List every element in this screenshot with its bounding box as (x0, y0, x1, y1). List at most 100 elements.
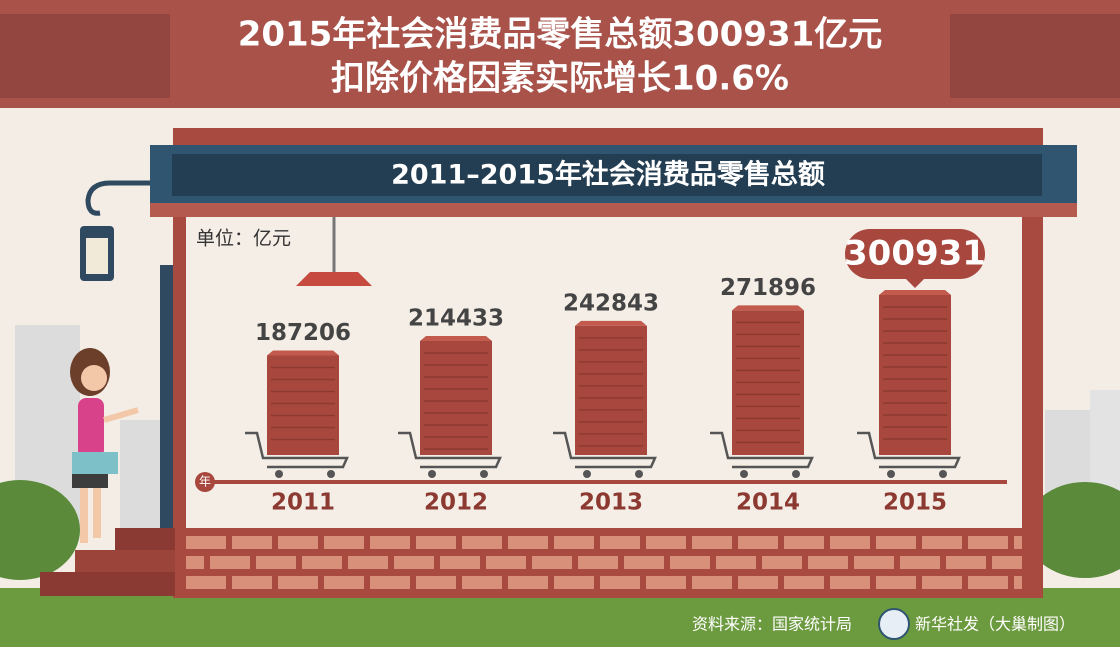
cart (553, 431, 657, 469)
title: 2015年社会消费品零售总额300931亿元 (238, 15, 883, 55)
brick (646, 536, 686, 549)
brick (324, 536, 364, 549)
brick (370, 576, 410, 589)
brick (716, 556, 756, 569)
bar (267, 355, 339, 455)
header-eave (150, 203, 1077, 217)
shopper-basket (72, 452, 118, 474)
cart-wheel (428, 470, 436, 478)
top-banner (0, 0, 1120, 108)
bush (0, 480, 80, 580)
bar (420, 340, 492, 455)
brick (830, 576, 870, 589)
cart (710, 431, 814, 469)
cart-wheel (740, 470, 748, 478)
brick (762, 556, 802, 569)
brick (830, 536, 870, 549)
brick (600, 536, 640, 549)
brick (186, 536, 226, 549)
value-label: 214433 (408, 305, 504, 331)
brick (646, 576, 686, 589)
cart (245, 431, 349, 469)
brick (256, 556, 296, 569)
cart-wheel (327, 470, 335, 478)
brick (784, 576, 824, 589)
value-label: 300931 (844, 234, 986, 274)
cart-wheel (887, 470, 895, 478)
brick (876, 536, 916, 549)
brick (232, 536, 272, 549)
credit: 新华社发（大巢制图） (915, 615, 1075, 634)
unit-label: 单位：亿元 (196, 228, 291, 250)
bar (575, 325, 647, 455)
brick (278, 576, 318, 589)
street-lamp-arm (85, 180, 150, 216)
x-tick-label: 2012 (424, 490, 488, 516)
banner-block (950, 14, 1120, 98)
x-axis-label: 年 (199, 475, 211, 489)
brick (508, 576, 548, 589)
source: 资料来源：国家统计局 (692, 615, 852, 634)
brick (210, 556, 250, 569)
bar-cap (575, 320, 647, 326)
x-tick-label: 2011 (271, 490, 335, 516)
brick (554, 536, 594, 549)
chart-header: 2011–2015年社会消费品零售总额 (391, 159, 825, 191)
cart-wheel (635, 470, 643, 478)
bar-cap (732, 305, 804, 311)
brick (186, 556, 204, 569)
brick (1014, 536, 1022, 549)
stair (40, 572, 175, 596)
brick (900, 556, 940, 569)
brick-band (186, 536, 1022, 589)
brick (692, 536, 732, 549)
brick (922, 536, 962, 549)
cart-wheel (939, 470, 947, 478)
brick (278, 536, 318, 549)
shopper-leg (93, 488, 101, 538)
x-tick-label: 2013 (579, 490, 643, 516)
shopper-leg (80, 488, 88, 543)
stair (115, 528, 175, 550)
value-label: 242843 (563, 290, 659, 316)
brick (738, 536, 778, 549)
brick (1014, 576, 1022, 589)
x-tick-label: 2015 (883, 490, 947, 516)
value-label: 271896 (720, 275, 816, 301)
value-bubble-tip (905, 278, 925, 288)
value-bubble (845, 229, 985, 279)
cart (857, 431, 961, 469)
brick (232, 576, 272, 589)
shopper-face (81, 365, 107, 391)
brick (302, 556, 342, 569)
brick (738, 576, 778, 589)
bar (879, 295, 951, 455)
shopper-top (78, 398, 104, 458)
x-tick-label: 2014 (736, 490, 800, 516)
subtitle: 扣除价格因素实际增长10.6% (331, 59, 789, 99)
brick (600, 576, 640, 589)
brick (186, 576, 226, 589)
brick (854, 556, 894, 569)
value-label: 187206 (255, 320, 351, 346)
brick (968, 536, 1008, 549)
brick (462, 576, 502, 589)
brick (968, 576, 1008, 589)
x-axis-badge (195, 472, 215, 492)
cart-wheel (583, 470, 591, 478)
cart (398, 431, 502, 469)
cart-wheel (275, 470, 283, 478)
brick (808, 556, 848, 569)
stair (75, 550, 175, 572)
brick (416, 576, 456, 589)
logo (878, 608, 910, 640)
brick (532, 556, 572, 569)
brick (784, 536, 824, 549)
brick (508, 536, 548, 549)
brick (370, 536, 410, 549)
shopper-arm (103, 407, 139, 423)
brick (440, 556, 480, 569)
header-inner (172, 154, 1042, 196)
cart-wheel (480, 470, 488, 478)
